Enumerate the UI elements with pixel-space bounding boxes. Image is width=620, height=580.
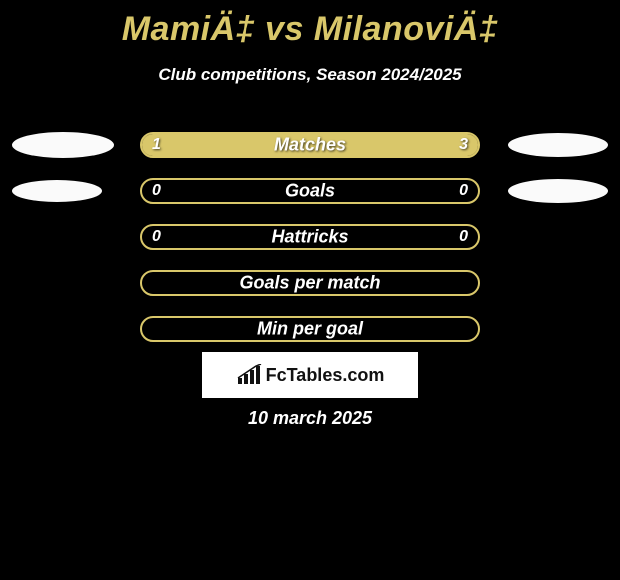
- stat-bar: Goals0 0: [140, 178, 480, 204]
- logo-box: FcTables.com: [202, 352, 418, 398]
- stat-bar: Hattricks0 0: [140, 224, 480, 250]
- stat-row: Matches13: [0, 122, 620, 168]
- player-avatar-right: [508, 179, 608, 203]
- stat-bar: Min per goal: [140, 316, 480, 342]
- logo-text: FcTables.com: [266, 365, 385, 386]
- stat-label: Min per goal: [142, 319, 478, 340]
- stat-row: Goals per match: [0, 260, 620, 306]
- stat-label: Goals per match: [142, 273, 478, 294]
- stat-bar: Matches13: [140, 132, 480, 158]
- player-avatar-right: [508, 133, 608, 157]
- page-title: MamiÄ‡ vs MilanoviÄ‡: [0, 0, 620, 49]
- player-avatar-left: [12, 180, 102, 202]
- stat-label: Hattricks: [142, 227, 478, 248]
- stat-value-left: 0: [152, 182, 161, 200]
- date-label: 10 march 2025: [0, 408, 620, 429]
- stat-value-right: 0: [459, 182, 468, 200]
- logo-bars-icon: [236, 364, 262, 386]
- logo: FcTables.com: [236, 364, 385, 386]
- stat-rows: Matches13Goals00Hattricks00Goals per mat…: [0, 122, 620, 352]
- player-avatar-left: [12, 132, 114, 158]
- stat-label: Goals: [142, 181, 478, 202]
- stat-row: Goals0 0: [0, 168, 620, 214]
- comparison-card: MamiÄ‡ vs MilanoviÄ‡ Club competitions, …: [0, 0, 620, 580]
- page-subtitle: Club competitions, Season 2024/2025: [0, 65, 620, 85]
- stat-value-left: 0: [152, 228, 161, 246]
- stat-bar: Goals per match: [140, 270, 480, 296]
- stat-row: Min per goal: [0, 306, 620, 352]
- stat-bar-fill-left: [142, 134, 227, 156]
- stat-bar-fill-right: [223, 134, 478, 156]
- stat-row: Hattricks0 0: [0, 214, 620, 260]
- stat-value-right: 0: [459, 228, 468, 246]
